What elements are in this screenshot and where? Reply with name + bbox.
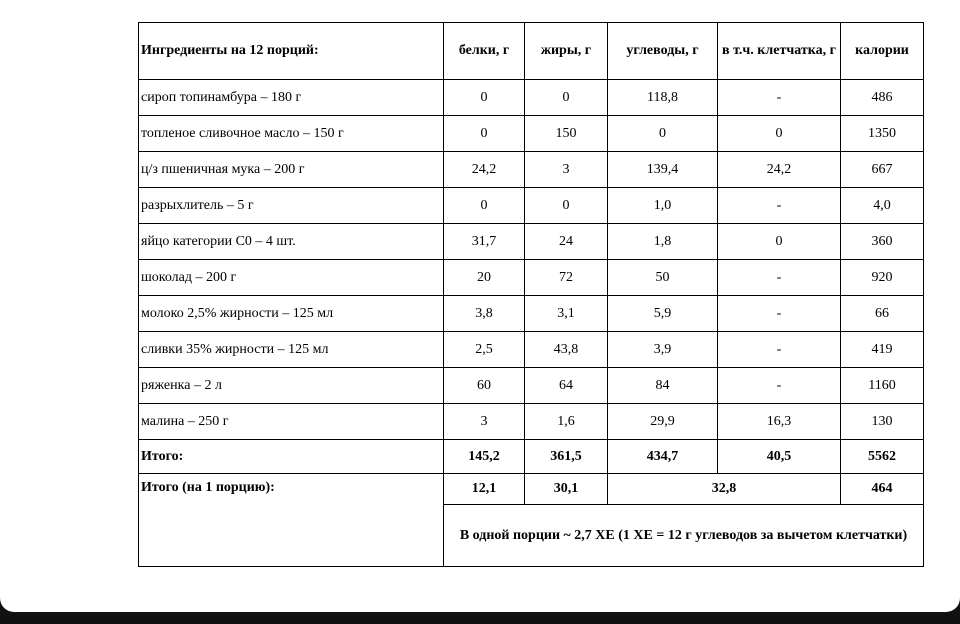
ingredient-cell: ряженка – 2 л [138, 367, 444, 404]
total-cell: Итого: [138, 439, 444, 474]
value-cell: 66 [840, 295, 924, 332]
table-row: сироп топинамбура – 180 г 0 0 118,8-486 [138, 79, 924, 116]
table-row: В одной порции ~ 2,7 ХЕ (1 ХЕ = 12 г угл… [139, 504, 924, 567]
value-cell: 24,2 [717, 151, 841, 188]
table-row: сливки 35% жирности – 125 мл 2,5 43,8 3,9-4… [138, 331, 924, 368]
table-row: топленое сливочное масло – 150 г 0 150 0 0 13… [138, 115, 924, 152]
value-cell: 360 [840, 223, 924, 260]
per-portion-cell: 12,1 [443, 473, 525, 505]
ingredient-cell: молоко 2,5% жирности – 125 мл [138, 295, 444, 332]
value-cell: 64 [524, 367, 608, 404]
value-cell: 1350 [840, 115, 924, 152]
total-cell: 5562 [840, 439, 924, 474]
value-cell: 150 [524, 115, 608, 152]
value-cell: - [717, 367, 841, 404]
value-cell: - [717, 259, 841, 296]
value-cell: 3,9 [607, 331, 718, 368]
value-cell: 1,8 [607, 223, 718, 260]
value-cell: 20 [443, 259, 525, 296]
table-row: молоко 2,5% жирности – 125 мл 3,8 3,1 5,9-6… [138, 295, 924, 332]
per-portion-cell: 32,8 [607, 473, 841, 505]
value-cell: 29,9 [607, 403, 718, 440]
value-cell: - [717, 295, 841, 332]
value-cell: 3 [524, 151, 608, 188]
value-cell: 24 [524, 223, 608, 260]
value-cell: 0 [524, 187, 608, 224]
total-cell: 145,2 [443, 439, 525, 474]
header-cell: углеводы, г [607, 22, 718, 80]
table-row: Итого (на 1 порцию): 12,1 30,1 32,8 464 [138, 473, 924, 567]
header-cell: в т.ч. клетчатка, г [717, 22, 841, 80]
per-portion-cell: 464 [840, 473, 924, 505]
note-cell: В одной порции ~ 2,7 ХЕ (1 ХЕ = 12 г угл… [443, 504, 924, 567]
table-row: разрыхлитель – 5 г 0 0 1,0-4,0 [138, 187, 924, 224]
table-body: Ингредиенты на 12 порций: белки, г жиры, г… [138, 22, 924, 567]
ingredient-cell: сироп топинамбура – 180 г [138, 79, 444, 116]
header-cell: Ингредиенты на 12 порций: [138, 22, 444, 80]
value-cell: 0 [717, 115, 841, 152]
value-cell: 1160 [840, 367, 924, 404]
value-cell: 1,0 [607, 187, 718, 224]
per-portion-label: Итого (на 1 порцию): [138, 473, 444, 567]
table-row: малина – 250 г 3 1,6 29,9 16,3 130 [138, 403, 924, 440]
nutrition-table: Ингредиенты на 12 порций: белки, г жиры, г… [138, 22, 924, 567]
value-cell: 419 [840, 331, 924, 368]
value-cell: 3,8 [443, 295, 525, 332]
value-cell: 0 [443, 79, 525, 116]
value-cell: - [717, 331, 841, 368]
value-cell: 60 [443, 367, 525, 404]
value-cell: 130 [840, 403, 924, 440]
value-cell: 43,8 [524, 331, 608, 368]
ingredient-cell: малина – 250 г [138, 403, 444, 440]
value-cell: 24,2 [443, 151, 525, 188]
value-cell: 1,6 [524, 403, 608, 440]
table-row: шоколад – 200 г 20 72 50-920 [138, 259, 924, 296]
value-cell: 0 [607, 115, 718, 152]
value-cell: 486 [840, 79, 924, 116]
header-cell: белки, г [443, 22, 525, 80]
value-cell: 4,0 [840, 187, 924, 224]
ingredient-cell: яйцо категории С0 – 4 шт. [138, 223, 444, 260]
value-cell: 139,4 [607, 151, 718, 188]
value-cell: 667 [840, 151, 924, 188]
header-cell: жиры, г [524, 22, 608, 80]
value-cell: 16,3 [717, 403, 841, 440]
value-cell: 31,7 [443, 223, 525, 260]
value-cell: 0 [443, 187, 525, 224]
value-cell: 5,9 [607, 295, 718, 332]
value-cell: - [717, 187, 841, 224]
table-row: ряженка – 2 л 60 64 84-1160 [138, 367, 924, 404]
ingredient-cell: шоколад – 200 г [138, 259, 444, 296]
value-cell: 72 [524, 259, 608, 296]
value-cell: 118,8 [607, 79, 718, 116]
table-row: Ингредиенты на 12 порций: белки, г жиры, г… [138, 22, 924, 80]
value-cell: 920 [840, 259, 924, 296]
value-cell: 0 [717, 223, 841, 260]
table-row: Итого: 145,2 361,5 434,7 40,5 5562 [138, 439, 924, 474]
total-cell: 361,5 [524, 439, 608, 474]
value-cell: 50 [607, 259, 718, 296]
value-cell: 3,1 [524, 295, 608, 332]
value-cell: 0 [443, 115, 525, 152]
total-cell: 434,7 [607, 439, 718, 474]
value-cell: 2,5 [443, 331, 525, 368]
table-row: ц/з пшеничная мука – 200 г 24,2 3 139,4 24,2… [138, 151, 924, 188]
total-cell: 40,5 [717, 439, 841, 474]
value-cell: 0 [524, 79, 608, 116]
value-cell: - [717, 79, 841, 116]
ingredient-cell: топленое сливочное масло – 150 г [138, 115, 444, 152]
per-portion-cell: 30,1 [524, 473, 608, 505]
header-cell: калории [840, 22, 924, 80]
table-row: яйцо категории С0 – 4 шт. 31,7 24 1,8 0 360 [138, 223, 924, 260]
value-cell: 84 [607, 367, 718, 404]
ingredient-cell: сливки 35% жирности – 125 мл [138, 331, 444, 368]
ingredient-cell: ц/з пшеничная мука – 200 г [138, 151, 444, 188]
value-cell: 3 [443, 403, 525, 440]
ingredient-cell: разрыхлитель – 5 г [138, 187, 444, 224]
